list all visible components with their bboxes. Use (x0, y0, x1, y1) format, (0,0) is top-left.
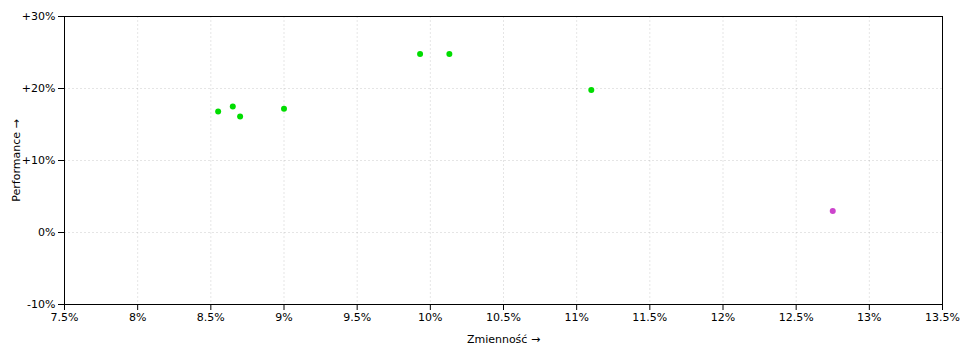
svg-text:9%: 9% (275, 311, 292, 324)
svg-text:+10%: +10% (22, 154, 56, 167)
svg-text:Performance →: Performance → (10, 119, 23, 201)
svg-text:10.5%: 10.5% (486, 311, 521, 324)
svg-text:0%: 0% (38, 226, 55, 239)
svg-text:11.5%: 11.5% (632, 311, 667, 324)
svg-text:13%: 13% (857, 311, 881, 324)
svg-text:7.5%: 7.5% (51, 311, 79, 324)
svg-text:8.5%: 8.5% (197, 311, 225, 324)
svg-text:-10%: -10% (27, 298, 55, 311)
svg-text:11%: 11% (564, 311, 588, 324)
svg-text:+30%: +30% (22, 10, 56, 23)
svg-text:8%: 8% (129, 311, 146, 324)
svg-text:Zmienność →: Zmienność → (467, 333, 540, 346)
svg-text:13.5%: 13.5% (925, 311, 960, 324)
svg-text:12%: 12% (711, 311, 735, 324)
svg-text:10%: 10% (418, 311, 442, 324)
svg-text:+20%: +20% (22, 82, 56, 95)
svg-text:9.5%: 9.5% (343, 311, 371, 324)
svg-text:12.5%: 12.5% (779, 311, 814, 324)
